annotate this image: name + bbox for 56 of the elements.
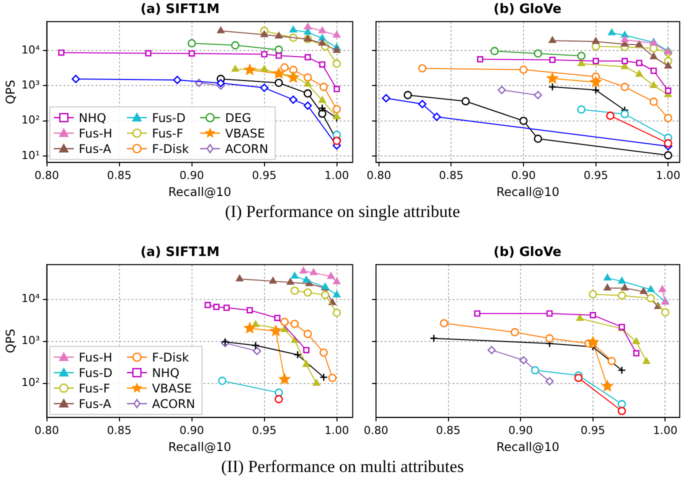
chart-title: (b) GloVe (494, 245, 562, 260)
x-tick-label: 0.95 (252, 424, 277, 437)
chart-title: (a) SIFT1M (140, 2, 220, 18)
x-tick-label: 0.95 (584, 168, 608, 182)
x-tick-label: 0.85 (436, 424, 461, 437)
y-tick-label: 10³ (21, 78, 40, 92)
legend-label: VBASE (225, 126, 265, 140)
legend-label: F-Disk (152, 350, 189, 364)
x-axis-title: Recall@10 (168, 184, 232, 199)
x-tick-label: 0.90 (180, 168, 204, 182)
legend-label: ACORN (225, 142, 268, 156)
legend-label: Fus-F (152, 126, 184, 140)
y-tick-label: 10³ (21, 334, 40, 348)
y-tick-label: 10² (21, 114, 40, 127)
legend-label: DEG (225, 110, 252, 125)
chart-title: (b) GloVe (494, 2, 562, 18)
legend-label: ACORN (152, 396, 196, 411)
x-tick-label: 0.90 (511, 168, 536, 182)
legend-label: Fus-A (78, 396, 112, 411)
x-tick-label: 1.00 (324, 424, 350, 437)
y-axis-title: QPS (3, 328, 18, 354)
legend-label: Fus-H (78, 350, 112, 364)
x-tick-label: 0.85 (438, 168, 464, 182)
x-tick-label: 0.80 (366, 168, 392, 182)
legend-label: Fus-D (152, 110, 186, 125)
x-axis-title: Recall@10 (496, 440, 560, 454)
chart-title: (a) SIFT1M (140, 245, 220, 260)
legend-label: Fus-F (78, 381, 110, 396)
x-axis-title: Recall@10 (168, 440, 232, 454)
x-tick-label: 0.85 (107, 424, 132, 437)
legend-label: NHQ (152, 366, 180, 380)
x-tick-label: 0.95 (580, 424, 606, 437)
legend-label: Fus-D (78, 366, 112, 380)
legend-label: NHQ (78, 110, 106, 125)
legend-label: Fus-A (78, 142, 112, 156)
x-tick-label: 0.80 (34, 424, 60, 437)
x-tick-label: 1.00 (656, 168, 680, 182)
x-tick-label: 0.85 (107, 168, 132, 182)
x-tick-label: 0.80 (364, 424, 388, 437)
x-tick-label: 1.00 (324, 168, 350, 182)
x-axis-title: Recall@10 (496, 184, 560, 199)
legend-label: VBASE (152, 381, 192, 396)
x-tick-label: 0.90 (508, 424, 533, 437)
text: (II) Performance on multi attributes (220, 457, 465, 477)
text: (I) Performance on single attribute (224, 202, 462, 222)
y-tick-label: 10⁴ (21, 292, 40, 306)
x-tick-label: 0.90 (180, 424, 204, 437)
y-tick-label: 10⁴ (21, 43, 40, 56)
y-tick-label: 10¹ (21, 148, 40, 162)
x-tick-label: 0.80 (34, 168, 60, 182)
x-tick-label: 0.95 (252, 168, 277, 182)
y-tick-label: 10² (21, 376, 40, 390)
legend-label: F-Disk (152, 142, 189, 156)
legend-label: Fus-H (78, 126, 112, 140)
x-tick-label: 1.00 (652, 424, 678, 437)
y-axis-title: QPS (3, 80, 18, 104)
